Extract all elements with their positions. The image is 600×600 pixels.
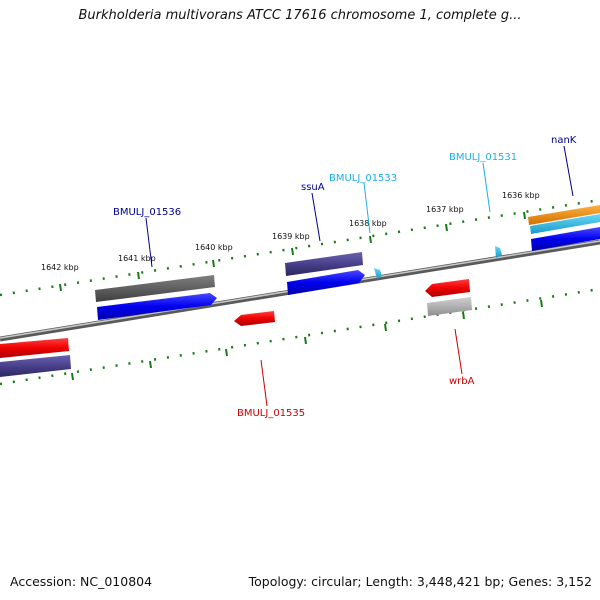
inner-tick-ring	[0, 287, 600, 386]
gene-label-BMULJ-01536[interactable]: BMULJ_01536	[113, 207, 181, 218]
leader-line-BMULJ-01533	[363, 182, 371, 234]
inner-major-ticks	[71, 299, 543, 381]
tick-label: 1636 kbp	[502, 191, 540, 200]
pseudo-feature-wrbA[interactable]	[427, 297, 472, 316]
leader-line-BMULJ-01531	[482, 162, 491, 213]
leader-line-BMULJ-01535	[260, 359, 268, 407]
cds-feature-BMULJ-01535[interactable]	[234, 311, 275, 326]
leader-line-BMULJ-01536	[145, 217, 153, 268]
genome-summary-text: Topology: circular; Length: 3,448,421 bp…	[248, 574, 592, 589]
leader-line-wrbA	[454, 328, 463, 375]
map-title: Burkholderia multivorans ATCC 17616 chro…	[78, 8, 522, 23]
tick-label: 1641 kbp	[118, 254, 156, 263]
gene-label-ssuA[interactable]: ssuA	[301, 182, 325, 193]
tick-label: 1637 kbp	[426, 205, 464, 214]
gene-label-BMULJ-01533[interactable]: BMULJ_01533	[329, 173, 397, 184]
gene-feature-nanK-cyan[interactable]	[530, 214, 600, 234]
outer-major-ticks	[59, 211, 526, 292]
cds-feature-blue[interactable]	[97, 293, 217, 320]
gene-label-nanK[interactable]: nanK	[551, 135, 577, 146]
gene-feature-grey[interactable]	[95, 275, 215, 302]
tick-label: 1639 kbp	[272, 232, 310, 241]
gene-label-BMULJ-01535[interactable]: BMULJ_01535	[237, 408, 305, 419]
gene-feature-nanK-orange[interactable]	[528, 205, 600, 225]
tick-label: 1640 kbp	[195, 243, 233, 252]
gene-feature-dark-left[interactable]	[0, 355, 71, 377]
accession-text: Accession: NC_010804	[10, 574, 153, 589]
rna-feature-BMULJ-01533[interactable]	[374, 268, 382, 279]
leader-line-ssuA	[311, 192, 321, 242]
cds-feature-wrbA[interactable]	[425, 279, 470, 297]
tick-label: 1638 kbp	[349, 219, 387, 228]
rna-feature-BMULJ-01531[interactable]	[495, 246, 502, 258]
leader-line-nanK	[563, 145, 574, 197]
cds-feature-ssuA[interactable]	[287, 270, 365, 295]
gene-feature-ssuA[interactable]	[285, 252, 363, 276]
gene-label-BMULJ-01531[interactable]: BMULJ_01531	[449, 152, 517, 163]
cds-feature-red-left[interactable]	[0, 338, 69, 358]
tick-label: 1642 kbp	[41, 263, 79, 272]
cds-feature-nanK[interactable]	[531, 227, 600, 251]
gene-label-wrbA[interactable]: wrbA	[449, 376, 475, 387]
